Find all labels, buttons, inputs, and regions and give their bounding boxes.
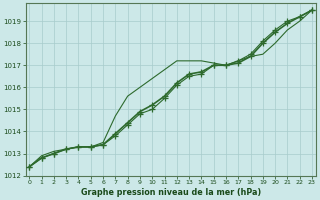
X-axis label: Graphe pression niveau de la mer (hPa): Graphe pression niveau de la mer (hPa)	[81, 188, 261, 197]
